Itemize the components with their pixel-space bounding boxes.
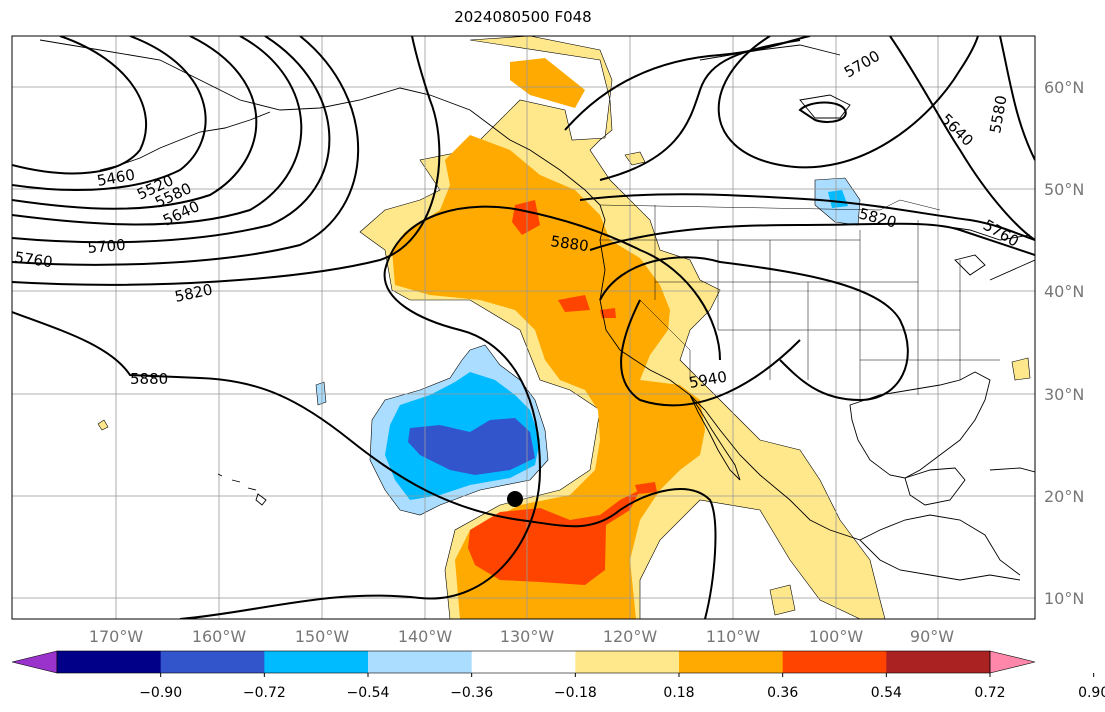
colorbar: −0.90 −0.72 −0.54 −0.36 −0.18 0.18 0.36 0.54 0.7… [11, 650, 1105, 701]
lon-label: 100°W [809, 627, 864, 646]
anomaly-shade-neg0.54 [828, 190, 848, 208]
lat-label: 60°N [1044, 78, 1084, 97]
map-frame [11, 35, 1036, 620]
colorbar-segment [679, 651, 784, 673]
lon-label: 160°W [192, 627, 247, 646]
anomaly-shade-0.54 [600, 308, 616, 318]
lon-label: 140°W [398, 627, 453, 646]
colorbar-tick-label: −0.54 [347, 685, 390, 701]
map-title: 2024080500 F048 [454, 8, 592, 26]
longitude-axis: 170°W 160°W 150°W 140°W 130°W 120°W 110°… [89, 627, 954, 646]
lat-label: 20°N [1044, 487, 1084, 506]
anomaly-shade-0.54 [468, 490, 640, 585]
colorbar-frame [56, 650, 991, 674]
anomaly-shade-0.36 [510, 58, 585, 108]
lat-label: 30°N [1044, 385, 1084, 404]
colorbar-segment [57, 651, 162, 673]
height-contours [12, 36, 1035, 619]
anomaly-shade-patch [97, 419, 109, 431]
anomaly-shade-patch [1011, 357, 1031, 381]
lon-label: 120°W [603, 627, 658, 646]
anomaly-shade-0.54 [635, 482, 657, 494]
colorbar-tick-label: −0.72 [243, 685, 286, 701]
lon-label: 150°W [295, 627, 350, 646]
latitude-axis: 10°N 20°N 30°N 40°N 50°N 60°N [1044, 78, 1084, 608]
contour-label: 5880 [130, 370, 168, 388]
colorbar-tick-label: 0.54 [871, 685, 902, 701]
lon-label: 130°W [500, 627, 555, 646]
storm-marker [507, 491, 523, 507]
colorbar-segment [160, 651, 265, 673]
anomaly-shade-patch [769, 584, 796, 616]
colorbar-extend-max [989, 650, 1036, 674]
anomaly-shade-0.54 [512, 200, 540, 235]
contour-label: 5700 [87, 236, 127, 257]
contour-label: 5760 [13, 248, 53, 271]
colorbar-extend-min [11, 650, 58, 674]
colorbar-segment [368, 651, 473, 673]
map-plot-area [12, 36, 1035, 619]
colorbar-segment [264, 651, 369, 673]
anomaly-shading [97, 36, 1031, 619]
state-borders [599, 199, 1000, 400]
graticule [12, 36, 1035, 619]
lon-label: 170°W [89, 627, 144, 646]
colorbar-segment [471, 651, 576, 673]
lat-label: 40°N [1044, 282, 1084, 301]
colorbar-segment [575, 651, 680, 673]
colorbar-tick-label: −0.18 [554, 685, 597, 701]
colorbar-segment [886, 651, 991, 673]
colorbar-tick-label: 0.36 [767, 685, 798, 701]
lon-label: 110°W [706, 627, 761, 646]
colorbar-segment [782, 651, 887, 673]
colorbar-tick-label: 0.72 [974, 685, 1005, 701]
colorbar-tick-label: −0.90 [139, 685, 182, 701]
contour-label: 5880 [549, 232, 589, 255]
anomaly-shade-0.54 [558, 295, 590, 312]
anomaly-shade-neg0.18 [315, 381, 327, 406]
colorbar-tick-label: 0.18 [663, 685, 694, 701]
colorbar-tick-label: −0.36 [450, 685, 493, 701]
lat-label: 50°N [1044, 180, 1084, 199]
anomaly-shade-neg0.54 [408, 418, 535, 475]
lat-label: 10°N [1044, 589, 1084, 608]
lon-label: 90°W [910, 627, 954, 646]
colorbar-tick-label: 0.90 [1078, 685, 1105, 701]
coastlines [39, 39, 1035, 581]
